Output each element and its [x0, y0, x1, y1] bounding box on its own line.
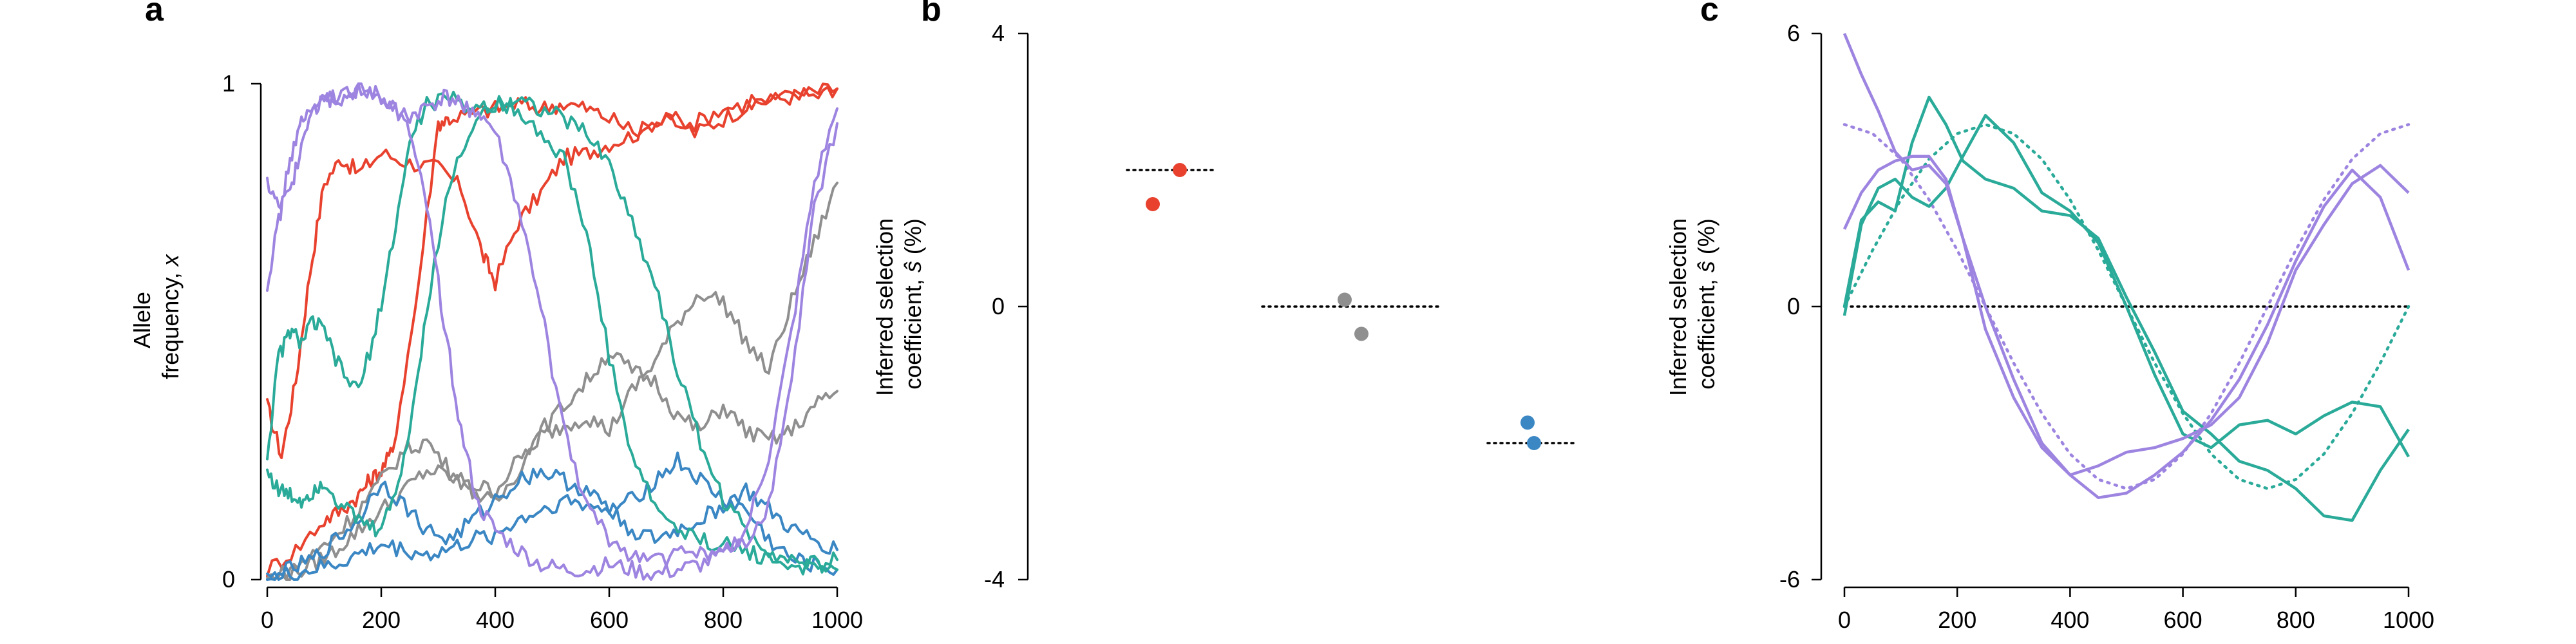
panel-b-y-tick-label: -4: [984, 566, 1005, 592]
panel-b-inferred-point-deleterious: [1520, 415, 1535, 430]
panel-c-inferred-curve-variable_b: [1842, 155, 2410, 500]
panel-a-x-tick-label: 600: [590, 607, 629, 633]
panel-a-x-tick-label: 1000: [811, 607, 863, 633]
panel-b-ylabel-line2: coefficient, ŝ (%): [900, 218, 926, 389]
panel-b-inferred-point-neutral: [1354, 327, 1368, 341]
panel-a-letter: a: [145, 0, 164, 28]
panel-b-ylabel-line1: Inferred selection: [871, 218, 898, 396]
panel-b-ylabel-prefix: coefficient,: [900, 272, 926, 389]
panel-b-ylabel-suffix: (%): [900, 218, 926, 261]
panel-a-ylabel-line1: Allele: [129, 292, 155, 348]
panel-c-ylabel-suffix: (%): [1693, 218, 1719, 261]
panel-b-y-tick-label: 0: [992, 293, 1005, 319]
panel-c-y-tick-label: 6: [1787, 20, 1800, 46]
panel-b-inferred-point-deleterious: [1527, 436, 1541, 450]
panel-c-ylabel-line1: Inferred selection: [1665, 218, 1691, 396]
panel-a-y-tick-label: 0: [222, 566, 235, 592]
panel-c-y-tick-label: -6: [1779, 566, 1800, 592]
panel-b-plot-area: -4 0 4: [984, 20, 1579, 592]
panel-c-letter: c: [1700, 0, 1719, 28]
panel-a-trajectory-deleterious: [266, 482, 838, 581]
panel-c-plot-area: -6 0 6 0 200 400 600 800 1000: [1779, 20, 2434, 633]
panel-b-inferred-point-beneficial: [1173, 163, 1187, 177]
panel-c-ylabel-prefix: coefficient,: [1693, 272, 1719, 389]
panel-c-x-tick-label: 400: [2050, 607, 2089, 633]
panel-a-trajectory-neutral: [266, 182, 838, 581]
panel-c-inferred-curve-variable_b: [1842, 33, 2410, 477]
panel-b-inferred-point-beneficial: [1146, 197, 1160, 211]
panel-c-inferred-curve-variable_a: [1842, 95, 2410, 522]
panel-b-ylabel: Inferred selection coefficient, ŝ (%): [871, 212, 926, 396]
panel-c-x-tick-label: 600: [2164, 607, 2202, 633]
panel-c-y-tick-label: 0: [1787, 293, 1800, 319]
panel-c-x-tick-label: 0: [1838, 607, 1851, 633]
panel-c-ylabel-var: ŝ: [1693, 261, 1719, 272]
panel-b-ylabel-var: ŝ: [900, 261, 926, 272]
panel-a-trajectory-variable_b: [266, 82, 838, 567]
panel-a-x-tick-label: 0: [261, 607, 274, 633]
panel-a-x-tick-label: 800: [704, 607, 743, 633]
panel-a-trajectory-beneficial: [266, 82, 838, 460]
panel-c-ylabel: Inferred selection coefficient, ŝ (%): [1665, 212, 1719, 396]
panel-a-x-tick-label: 400: [476, 607, 515, 633]
panel-b-inferred-point-neutral: [1338, 292, 1352, 307]
panel-a-x-tick-label: 200: [362, 607, 401, 633]
panel-c-ylabel-line2: coefficient, ŝ (%): [1693, 218, 1719, 389]
panel-b-y-tick-label: 4: [992, 20, 1005, 46]
panel-c: c Inferred selection coefficient, ŝ (%) …: [1665, 0, 2434, 633]
panel-a-ylabel-line2: frequency, x: [157, 253, 184, 379]
panel-a-y-tick-label: 1: [222, 70, 235, 97]
panel-a-trajectory-neutral: [266, 352, 838, 581]
panel-b-letter: b: [921, 0, 942, 28]
panel-a-ylabel-prefix: frequency,: [157, 266, 184, 379]
panel-a-ylabel-var: x: [157, 253, 184, 267]
panel-a: a Allele frequency, x 0 1 0 200 400 600 800 100…: [129, 0, 863, 633]
panel-c-x-tick-label: 200: [1938, 607, 1976, 633]
panel-c-x-tick-label: 800: [2277, 607, 2315, 633]
panel-a-plot-area: 0 1 0 200 400 600 800 1000: [222, 70, 863, 633]
panel-c-x-tick-label: 1000: [2383, 607, 2434, 633]
panel-a-trajectory-variable_a: [266, 95, 838, 576]
panel-a-ylabel: Allele frequency, x: [129, 253, 184, 379]
panel-b: b Inferred selection coefficient, ŝ (%) …: [871, 0, 1579, 592]
panel-a-trajectory-beneficial: [266, 86, 838, 578]
panel-a-trajectory-variable_a: [266, 90, 838, 574]
